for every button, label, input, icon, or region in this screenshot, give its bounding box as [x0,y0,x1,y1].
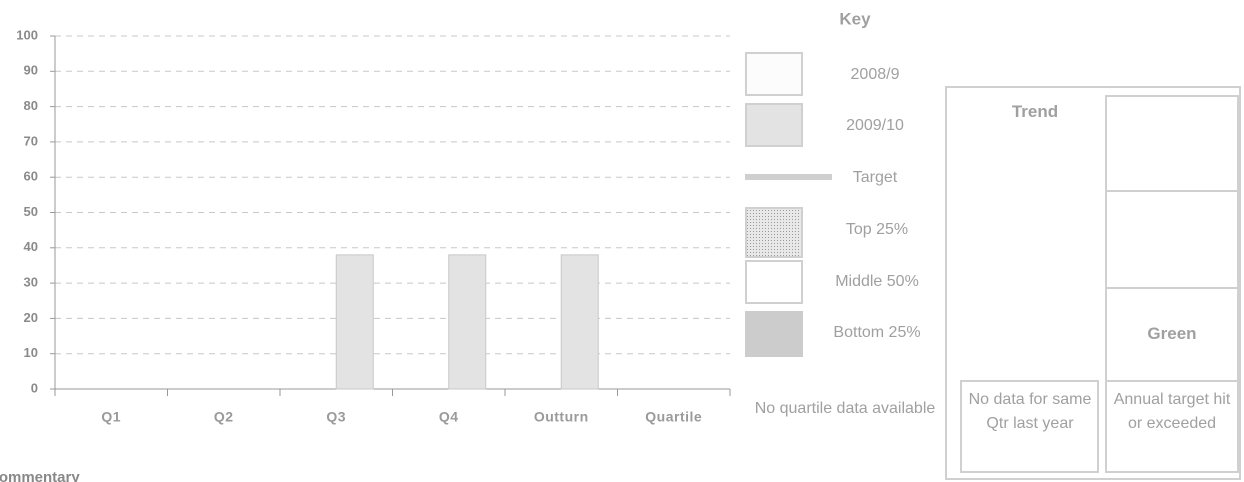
y-tick-label: 90 [24,63,38,78]
y-tick-label: 100 [16,27,38,42]
panel-cell [1105,190,1239,289]
y-tick-label: 0 [31,380,38,395]
y-tick-label: 60 [24,169,38,184]
trend-label: Trend [1011,102,1059,121]
middle-key [745,260,803,304]
x-tick-label: Q1 [101,409,121,425]
panel-cell [1105,95,1239,192]
y-tick-label: 70 [24,133,38,148]
panel [945,86,1241,480]
x-tick-label: Quartile [645,409,702,425]
trend-note: No data for same Qtr last year [968,391,1092,432]
y-tick-label: 50 [24,204,38,219]
panel-cell [1105,380,1239,473]
y-tick-label: 30 [24,275,38,290]
y-tick-label: 40 [24,239,38,254]
commentary-heading: Commentary [0,469,80,482]
legend-swatch [745,103,803,147]
x-tick-label: Q4 [439,409,459,425]
y-tick-label: 20 [24,310,38,325]
bar [560,254,599,390]
legend-label: 2008/9 [851,66,900,83]
y-tick-label: 10 [24,345,38,360]
key-label: Bottom 25% [833,324,920,341]
key-label: Middle 50% [835,273,919,290]
legend-label: 2009/10 [846,117,904,134]
x-tick-label: Outturn [534,409,589,425]
status-label: Green [1147,324,1197,343]
legend-swatch [745,52,803,96]
bar [335,254,374,390]
y-tick-label: 80 [24,98,38,113]
panel-cell [960,380,1099,473]
bottom-key [745,311,803,357]
top-key [745,207,803,258]
key-label: Target [853,169,898,186]
bar [448,254,487,390]
status-note: Annual target hit or exceeded [1113,391,1231,432]
quartile-note: No quartile data available [754,400,936,417]
legend-title: Key [839,9,871,28]
x-tick-label: Q3 [326,409,346,425]
x-tick-label: Q2 [214,409,234,425]
key-label: Top 25% [846,221,908,238]
